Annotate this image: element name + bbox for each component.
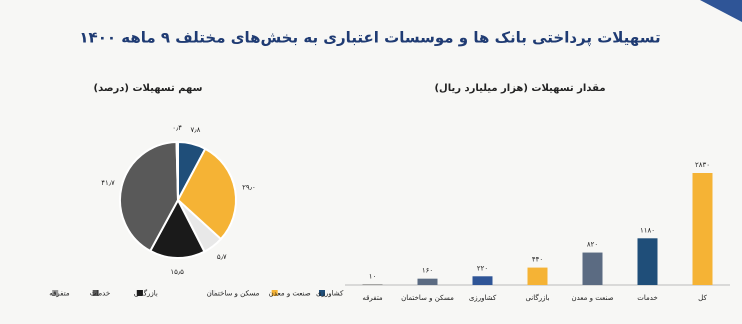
legend-label: صنعت و معدن [269, 290, 311, 298]
legend-label: بازرگانی [134, 289, 158, 298]
slice-label: ۰٫۴ [172, 124, 182, 132]
pie-slice [148, 197, 206, 259]
slice-label: ۵٫۷ [217, 253, 227, 261]
pie-slice [175, 140, 179, 201]
pie-slice [119, 140, 180, 253]
legend-swatch [209, 290, 216, 296]
slice-label: ۴۱٫۷ [101, 179, 115, 187]
value-label: ۱۱۸۰ [640, 226, 655, 234]
legend-swatch [319, 290, 325, 296]
value-label: ۲۲۰ [477, 264, 488, 272]
bar [527, 267, 548, 285]
value-label: ۸۲۰ [587, 241, 598, 249]
value-label: ۱۰ [369, 273, 377, 281]
legend-swatch [92, 290, 99, 296]
slice-label: ۷٫۸ [191, 126, 201, 134]
x-tick-label: مسکن و ساختمان [401, 294, 454, 302]
value-label: ۴۴۰ [532, 256, 543, 264]
legend-swatch [271, 290, 278, 296]
x-tick-label: کل [698, 294, 707, 302]
bar [472, 276, 493, 285]
page-title: تسهیلات پرداختی بانک ها و موسسات اعتباری… [79, 29, 660, 48]
bar [692, 173, 713, 285]
legend-label: مسکن و ساختمان [207, 290, 260, 298]
legend-label: خدمات [90, 290, 110, 298]
x-tick-label: صنعت و معدن [571, 294, 613, 302]
x-tick-label: بازرگانی [525, 293, 549, 302]
bar-title: مقدار تسهیلات (هزار میلیارد ریال) [434, 83, 605, 94]
legend-swatch [136, 290, 143, 296]
slice-label: ۱۵٫۵ [170, 268, 184, 276]
legend-label: کشاورزی [316, 290, 344, 298]
x-tick-label: متفرقه [362, 294, 383, 302]
bar [582, 252, 603, 285]
value-label: ۲۸۳۰ [695, 161, 710, 169]
corner-decoration [700, 0, 742, 22]
x-tick-label: کشاورزی [469, 294, 497, 302]
x-tick-label: خدمات [637, 294, 657, 302]
slice-label: ۲۹٫۰ [242, 184, 256, 192]
bar [417, 278, 438, 285]
legend-swatch [52, 290, 59, 296]
value-label: ۱۶۰ [422, 267, 433, 275]
legend-label: متفرقه [49, 290, 70, 298]
pie-title: سهم تسهیلات (درصد) [94, 83, 203, 94]
bar [637, 238, 658, 285]
pie-slice [176, 147, 237, 241]
